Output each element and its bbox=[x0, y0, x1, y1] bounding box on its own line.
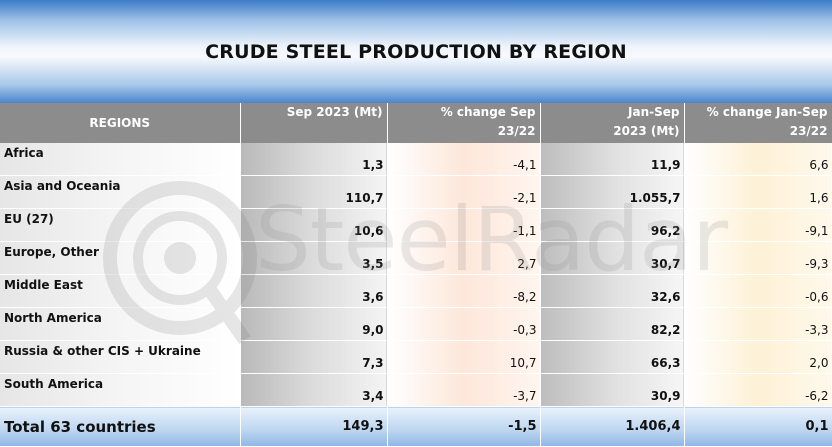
pct-sep-value: -4,1 bbox=[387, 143, 541, 176]
table-row: Middle East 3,6 -8,2 32,6 -0,6 bbox=[0, 274, 832, 308]
total-label: Total 63 countries bbox=[0, 406, 241, 447]
sep-value: 3,5 bbox=[240, 241, 388, 275]
table-row: Africa 1,3 -4,1 11,9 6,6 bbox=[0, 143, 832, 176]
pct-sep-value: -3,7 bbox=[387, 373, 541, 407]
pct-sep-value: -2,1 bbox=[387, 175, 541, 209]
page-title: CRUDE STEEL PRODUCTION BY REGION bbox=[205, 40, 627, 63]
header-pct-sep: % change Sep 23/22 bbox=[387, 103, 541, 143]
sep-value: 3,4 bbox=[240, 373, 388, 407]
pct-sep-value: 10,7 bbox=[387, 340, 541, 374]
header-jan-sep-line1: Jan-Sep bbox=[628, 105, 680, 119]
sep-value: 7,3 bbox=[240, 340, 388, 374]
sep-value: 10,6 bbox=[240, 208, 388, 242]
jan-sep-value: 30,9 bbox=[540, 373, 685, 407]
header-pct-jan-line1: % change Jan-Sep bbox=[706, 105, 828, 119]
jan-sep-value: 30,7 bbox=[540, 241, 685, 275]
pct-sep-value: -8,2 bbox=[387, 274, 541, 308]
header-jan-sep-line2: 2023 (Mt) bbox=[613, 124, 680, 138]
sep-value: 1,3 bbox=[240, 143, 388, 176]
table-row: North America 9,0 -0,3 82,2 -3,3 bbox=[0, 307, 832, 341]
pct-sep-value: 2,7 bbox=[387, 241, 541, 275]
region-name: Europe, Other bbox=[0, 241, 241, 275]
region-name: Africa bbox=[0, 143, 241, 176]
total-sep-value: 149,3 bbox=[240, 406, 388, 447]
pct-jan-value: -9,3 bbox=[684, 241, 832, 275]
total-jan-sep-value: 1.406,4 bbox=[540, 406, 685, 447]
region-name: North America bbox=[0, 307, 241, 341]
pct-sep-value: -0,3 bbox=[387, 307, 541, 341]
pct-jan-value: -6,2 bbox=[684, 373, 832, 407]
header-pct-sep-line1: % change Sep bbox=[440, 105, 536, 119]
pct-jan-value: -3,3 bbox=[684, 307, 832, 341]
sep-value: 9,0 bbox=[240, 307, 388, 341]
jan-sep-value: 1.055,7 bbox=[540, 175, 685, 209]
table-row: Russia & other CIS + Ukraine 7,3 10,7 66… bbox=[0, 340, 832, 374]
header-pct-sep-line2: 23/22 bbox=[497, 124, 536, 138]
header-jan-sep: Jan-Sep 2023 (Mt) bbox=[540, 103, 685, 143]
region-name: Middle East bbox=[0, 274, 241, 308]
header-regions: REGIONS bbox=[0, 103, 241, 143]
total-row: Total 63 countries 149,3 -1,5 1.406,4 0,… bbox=[0, 406, 832, 447]
header-sep: Sep 2023 (Mt) bbox=[240, 103, 388, 143]
pct-jan-value: 1,6 bbox=[684, 175, 832, 209]
total-pct-sep-value: -1,5 bbox=[387, 406, 541, 447]
jan-sep-value: 96,2 bbox=[540, 208, 685, 242]
region-name: Russia & other CIS + Ukraine bbox=[0, 340, 241, 374]
table-row: Asia and Oceania 110,7 -2,1 1.055,7 1,6 bbox=[0, 175, 832, 209]
production-table: REGIONS Sep 2023 (Mt) % change Sep 23/22 … bbox=[0, 103, 832, 447]
header-row: REGIONS Sep 2023 (Mt) % change Sep 23/22 … bbox=[0, 103, 832, 143]
jan-sep-value: 66,3 bbox=[540, 340, 685, 374]
pct-jan-value: 6,6 bbox=[684, 143, 832, 176]
region-name: EU (27) bbox=[0, 208, 241, 242]
jan-sep-value: 11,9 bbox=[540, 143, 685, 176]
table-row: South America 3,4 -3,7 30,9 -6,2 bbox=[0, 373, 832, 407]
table-row: EU (27) 10,6 -1,1 96,2 -9,1 bbox=[0, 208, 832, 242]
pct-jan-value: 2,0 bbox=[684, 340, 832, 374]
pct-sep-value: -1,1 bbox=[387, 208, 541, 242]
table-row: Europe, Other 3,5 2,7 30,7 -9,3 bbox=[0, 241, 832, 275]
header-pct-jan-line2: 23/22 bbox=[789, 124, 828, 138]
title-band: CRUDE STEEL PRODUCTION BY REGION bbox=[0, 0, 832, 103]
jan-sep-value: 32,6 bbox=[540, 274, 685, 308]
region-name: South America bbox=[0, 373, 241, 407]
region-name: Asia and Oceania bbox=[0, 175, 241, 209]
total-pct-jan-value: 0,1 bbox=[684, 406, 832, 447]
pct-jan-value: -9,1 bbox=[684, 208, 832, 242]
sep-value: 3,6 bbox=[240, 274, 388, 308]
sep-value: 110,7 bbox=[240, 175, 388, 209]
jan-sep-value: 82,2 bbox=[540, 307, 685, 341]
header-pct-jan: % change Jan-Sep 23/22 bbox=[684, 103, 832, 143]
pct-jan-value: -0,6 bbox=[684, 274, 832, 308]
